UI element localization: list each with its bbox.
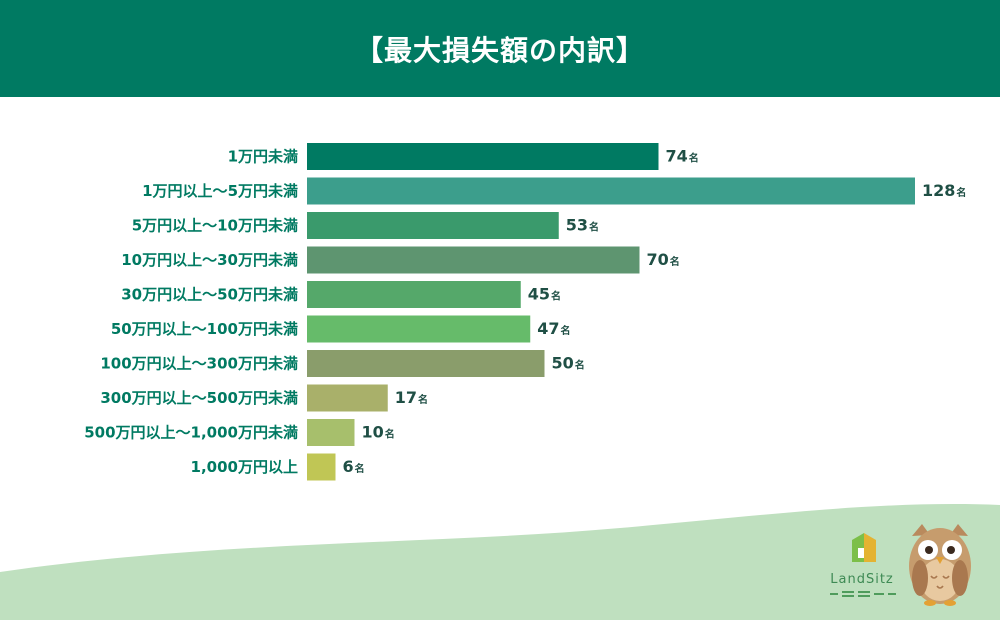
category-label: 10万円以上～30万円未満: [121, 251, 298, 269]
bar: [307, 212, 559, 239]
category-label: 5万円以上～10万円未満: [132, 217, 298, 235]
bar: [307, 281, 521, 308]
background-wave: [0, 504, 1000, 620]
value-label: 53名: [566, 216, 599, 235]
chart-header: 【最大損失額の内訳】: [0, 0, 1000, 97]
bar: [307, 453, 336, 481]
value-label: 10名: [362, 423, 395, 442]
bar: [307, 350, 545, 377]
bar: [307, 384, 388, 412]
value-label: 50名: [552, 354, 585, 373]
category-label: 1,000万円以上: [191, 458, 298, 476]
category-label: 500万円以上～1,000万円未満: [84, 424, 298, 442]
value-label: 70名: [647, 250, 680, 269]
value-label: 128名: [922, 181, 966, 200]
bar: [307, 315, 531, 343]
category-label: 300万円以上～500万円未満: [100, 389, 298, 407]
value-label: 6名: [343, 457, 365, 476]
value-label: 47名: [537, 319, 570, 338]
house-logo-icon: [852, 533, 876, 562]
bar: [307, 177, 915, 205]
logo-underline-icon: [830, 591, 896, 597]
bar: [307, 419, 355, 446]
category-label: 30万円以上～50万円未満: [121, 286, 298, 304]
chart-title: 【最大損失額の内訳】: [354, 33, 645, 67]
bar: [307, 143, 659, 170]
category-label: 100万円以上～300万円未満: [100, 355, 298, 373]
category-label: 50万円以上～100万円未満: [111, 320, 298, 338]
value-label: 74名: [666, 147, 699, 166]
landsitz-logo: LandSitz: [830, 533, 896, 597]
category-label: 1万円以上～5万円未満: [142, 182, 298, 200]
value-label: 17名: [395, 388, 428, 407]
owl-mascot-icon: [909, 524, 971, 606]
category-label: 1万円未満: [228, 148, 298, 166]
value-label: 45名: [528, 285, 561, 304]
logo-text: LandSitz: [830, 572, 894, 587]
bars-layer: 1万円未満 74名 1万円以上～5万円未満 128名 5万円以上～10万円未満 53名 10…: [84, 143, 966, 481]
bar: [307, 246, 640, 274]
